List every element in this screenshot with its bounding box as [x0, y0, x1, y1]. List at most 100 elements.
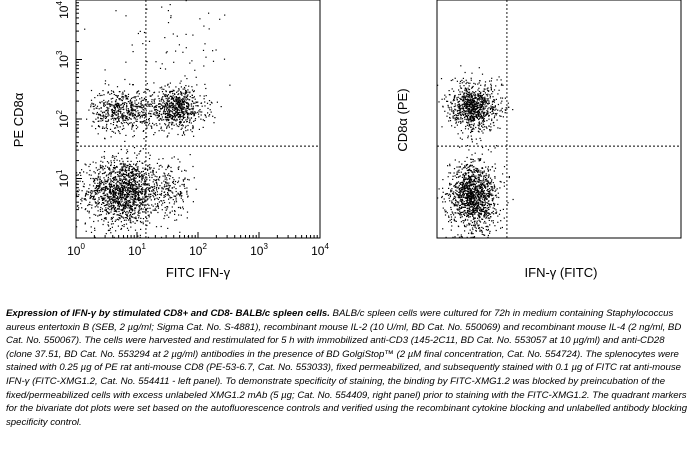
- left-event-dot: [108, 183, 110, 186]
- right-event-dot: [481, 116, 483, 118]
- left-event-dot: [174, 210, 176, 213]
- left-event-dot: [110, 205, 112, 207]
- left-event-dot: [98, 108, 100, 110]
- left-event-dot: [196, 105, 199, 107]
- right-event-dot: [449, 117, 451, 119]
- right-event-dot: [476, 115, 478, 118]
- left-event-dot: [120, 216, 122, 218]
- left-event-dot: [128, 199, 130, 201]
- left-event-dot: [93, 195, 95, 197]
- right-event-dot: [467, 188, 469, 190]
- left-event-dot: [118, 120, 120, 122]
- left-event-dot: [148, 187, 150, 189]
- right-event-dot: [478, 97, 480, 99]
- left-event-dot: [127, 172, 130, 175]
- left-event-dot: [135, 204, 137, 206]
- right-event-dot: [477, 201, 479, 203]
- left-event-dot: [130, 183, 132, 185]
- left-event-dot: [199, 111, 201, 113]
- right-event-dot: [466, 203, 468, 205]
- left-event-dot: [179, 185, 181, 187]
- left-event-dot: [96, 202, 98, 204]
- left-event-dot: [116, 104, 118, 106]
- right-event-dot: [475, 191, 477, 193]
- left-event-dot: [98, 188, 100, 190]
- right-event-dot: [464, 110, 466, 112]
- left-y-tick-label: 101: [55, 169, 71, 187]
- right-event-dot: [461, 198, 463, 200]
- left-event-dot: [100, 183, 102, 185]
- right-event-dot: [483, 182, 485, 184]
- right-event-dot: [462, 211, 464, 213]
- right-event-dot: [477, 190, 479, 192]
- left-event-dot: [122, 207, 124, 210]
- left-event-dot: [160, 236, 163, 238]
- right-event-dot: [476, 186, 478, 188]
- right-event-dot: [463, 97, 465, 99]
- left-event-dot: [124, 194, 126, 197]
- left-event-dot: [122, 173, 124, 176]
- left-event-dot: [176, 91, 178, 93]
- right-event-dot: [471, 141, 473, 143]
- left-event-dot: [186, 110, 188, 112]
- right-event-dot: [472, 207, 474, 210]
- left-event-dot: [175, 114, 177, 116]
- right-event-dot: [455, 119, 457, 121]
- right-event-dot: [477, 171, 479, 173]
- right-event-dot: [471, 180, 473, 183]
- right-event-dot: [464, 188, 467, 190]
- right-event-dot: [453, 168, 456, 170]
- right-event-dot: [468, 95, 470, 97]
- right-event-dot: [459, 196, 461, 198]
- left-event-dot: [146, 105, 148, 107]
- right-event-dot: [453, 185, 455, 187]
- right-event-dot: [484, 186, 486, 188]
- left-event-dot: [105, 233, 107, 235]
- left-event-dot: [80, 174, 82, 176]
- right-event-dot: [475, 103, 477, 105]
- left-event-dot: [131, 105, 133, 107]
- right-event-dot: [474, 176, 476, 178]
- left-event-dot: [185, 109, 187, 111]
- left-event-dot: [109, 209, 111, 211]
- right-event-dot: [496, 79, 498, 81]
- left-event-dot: [161, 98, 163, 101]
- right-event-dot: [450, 101, 452, 103]
- left-event-dot: [161, 204, 163, 206]
- left-event-dot: [138, 180, 140, 182]
- left-event-dot: [150, 195, 152, 197]
- left-event-dot: [98, 173, 100, 175]
- left-event-dot: [93, 103, 95, 105]
- left-event-dot: [81, 197, 83, 199]
- right-event-dot: [480, 186, 482, 188]
- left-event-dot: [144, 167, 146, 169]
- right-event-dot: [469, 181, 471, 183]
- left-event-dot: [114, 104, 116, 106]
- left-event-dot: [153, 82, 155, 84]
- left-event-dot: [120, 122, 122, 124]
- right-event-dot: [462, 132, 464, 134]
- left-event-dot: [159, 110, 161, 112]
- left-event-dot: [158, 106, 160, 108]
- right-event-dot: [471, 194, 473, 196]
- left-event-dot: [163, 111, 165, 113]
- right-event-dot: [442, 207, 444, 209]
- left-event-dot: [189, 120, 191, 122]
- left-event-dot: [133, 114, 135, 116]
- left-event-dot: [125, 170, 127, 172]
- left-event-dot: [104, 200, 106, 202]
- right-event-dot: [472, 98, 474, 100]
- left-event-dot: [125, 202, 127, 204]
- left-event-dot: [98, 125, 100, 127]
- left-event-dot: [130, 109, 132, 111]
- left-event-dot: [76, 172, 78, 174]
- right-event-dot: [472, 109, 474, 111]
- left-event-dot: [133, 217, 135, 219]
- left-event-dot: [138, 186, 140, 188]
- right-event-dot: [483, 97, 485, 100]
- right-event-dot: [462, 187, 464, 189]
- left-event-dot: [108, 229, 110, 231]
- right-event-dot: [484, 92, 486, 94]
- left-event-dot: [172, 115, 174, 117]
- right-event-dot: [456, 176, 458, 179]
